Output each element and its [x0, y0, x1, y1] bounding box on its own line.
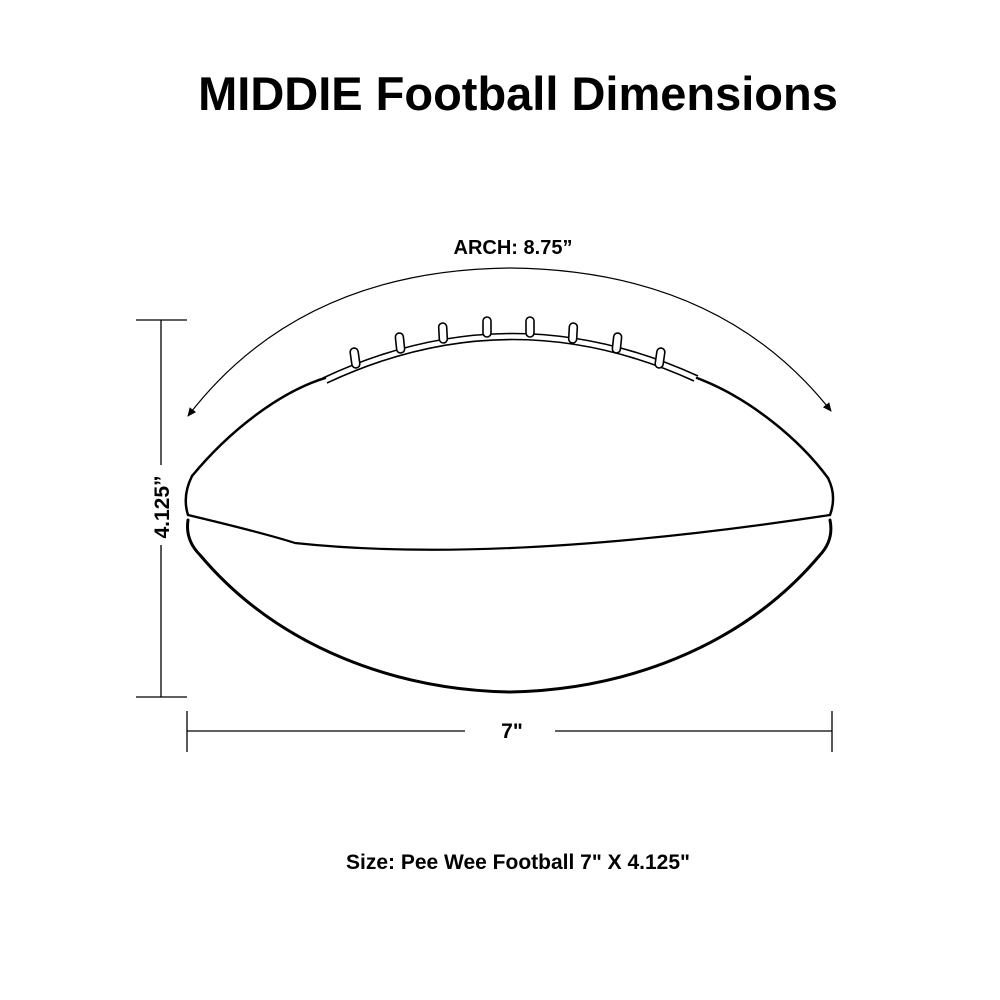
lace: [611, 332, 623, 354]
height-label: 4.125”: [151, 475, 174, 538]
lace: [525, 316, 535, 338]
width-label: 7": [501, 720, 523, 743]
arch-arrow: [187, 267, 511, 417]
arch-label: ARCH: 8.75”: [454, 237, 573, 259]
lace: [482, 316, 492, 338]
lace-seam: [322, 332, 699, 384]
lace: [654, 347, 666, 369]
width-dimension: [186, 711, 833, 752]
lace: [437, 322, 449, 344]
football-outline: [184, 376, 835, 694]
size-caption: Size: Pee Wee Football 7" X 4.125": [346, 851, 690, 874]
lace: [567, 322, 579, 344]
arch-arrow-right: [509, 267, 832, 412]
lace: [349, 347, 361, 369]
page-title: MIDDIE Football Dimensions: [198, 67, 838, 120]
laces: [349, 316, 666, 369]
lace: [394, 332, 406, 354]
